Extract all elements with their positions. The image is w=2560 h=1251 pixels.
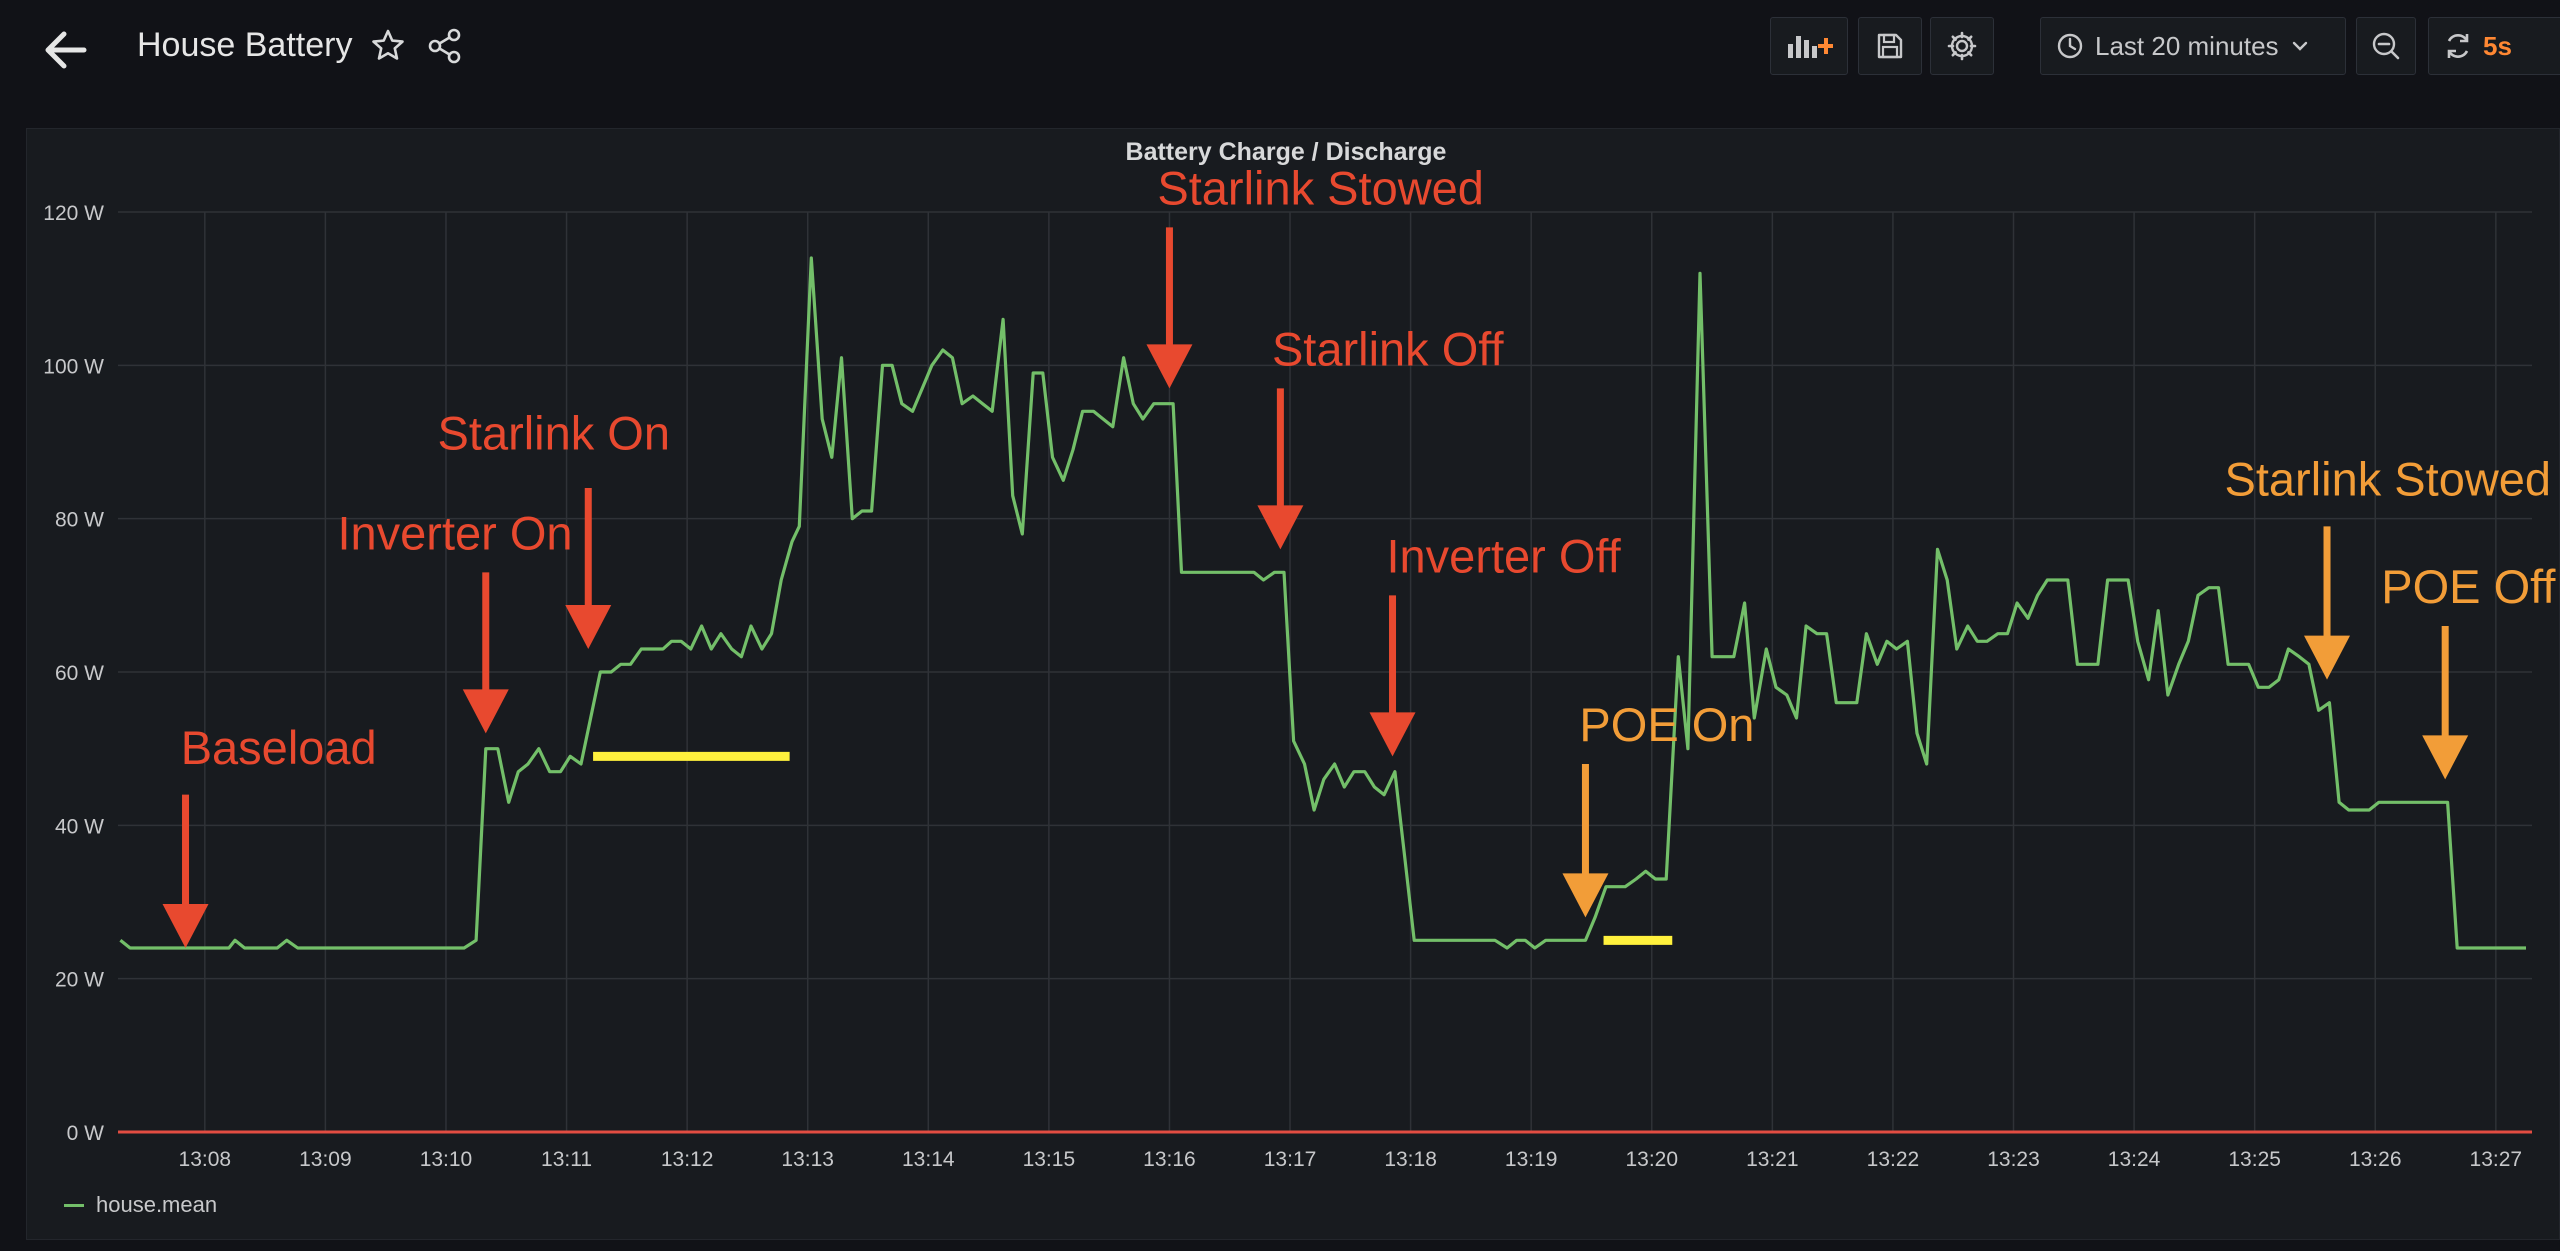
- add-panel-icon: [1788, 36, 1833, 58]
- y-tick-label: 40 W: [55, 815, 104, 838]
- annotation-arrow-head: [1257, 505, 1304, 550]
- x-tick-label: 13:23: [1987, 1148, 2040, 1171]
- x-tick-label: 13:21: [1746, 1148, 1799, 1171]
- add-panel-button[interactable]: [1770, 17, 1848, 75]
- legend[interactable]: house.mean: [64, 1192, 217, 1218]
- annotation-label: Inverter On: [337, 506, 572, 559]
- x-tick-label: 13:27: [2470, 1148, 2523, 1171]
- x-tick-label: 13:19: [1505, 1148, 1558, 1171]
- chart-panel: [26, 128, 2560, 1240]
- annotation-arrow-head: [162, 904, 209, 948]
- annotation-arrow-head: [2304, 635, 2351, 680]
- annotation-label: Inverter Off: [1386, 529, 1621, 582]
- share-icon: [428, 28, 461, 64]
- annotation-arrow-head: [1562, 873, 1609, 918]
- x-tick-label: 13:11: [541, 1148, 592, 1171]
- y-tick-label: 100 W: [43, 355, 104, 378]
- annotation-arrow-head: [462, 689, 509, 734]
- x-tick-label: 13:14: [902, 1148, 955, 1171]
- y-tick-label: 120 W: [43, 202, 104, 225]
- dashboard-toolbar: House Battery: [0, 0, 2560, 110]
- annotation-arrow-head: [2422, 735, 2469, 780]
- star-button[interactable]: [368, 26, 408, 66]
- annotation-label: POE On: [1579, 698, 1754, 751]
- clock-icon: [2057, 33, 2083, 59]
- save-dashboard-button[interactable]: [1858, 17, 1922, 75]
- x-tick-label: 13:17: [1264, 1148, 1317, 1171]
- time-range-label: Last 20 minutes: [2095, 30, 2279, 61]
- legend-swatch: [64, 1203, 84, 1207]
- annotation-label: Baseload: [181, 721, 377, 774]
- zoom-out-button[interactable]: [2356, 17, 2416, 75]
- x-tick-label: 13:25: [2228, 1148, 2281, 1171]
- y-tick-label: 20 W: [55, 969, 104, 992]
- annotation-label: Starlink Stowed: [2225, 453, 2552, 506]
- annotation-label: Starlink Stowed: [1157, 161, 1484, 214]
- y-tick-label: 0 W: [67, 1122, 105, 1145]
- x-tick-label: 13:15: [1023, 1148, 1076, 1171]
- x-tick-label: 13:12: [661, 1148, 714, 1171]
- series-line-house-mean: [119, 256, 2526, 950]
- annotation-arrow-head: [1146, 344, 1193, 389]
- annotation-arrow-head: [565, 605, 612, 649]
- save-icon: [1877, 33, 1903, 59]
- dashboard-settings-button[interactable]: [1930, 17, 1994, 75]
- chevron-down-icon: [2292, 41, 2307, 51]
- share-button[interactable]: [425, 26, 465, 66]
- x-tick-label: 13:26: [2349, 1148, 2402, 1171]
- x-tick-label: 13:24: [2108, 1148, 2161, 1171]
- annotation-label: POE Off: [2381, 560, 2556, 613]
- refresh-interval-label: 5s: [2483, 30, 2512, 61]
- refresh-icon: [2447, 34, 2469, 58]
- annotation-arrow-head: [1369, 712, 1416, 757]
- annotation-label: Starlink On: [438, 407, 670, 460]
- x-tick-label: 13:16: [1143, 1148, 1196, 1171]
- zoom-out-icon: [2372, 32, 2400, 60]
- gear-icon: [1947, 31, 1977, 61]
- x-tick-label: 13:10: [420, 1148, 473, 1171]
- x-tick-label: 13:13: [781, 1148, 834, 1171]
- star-icon: [372, 29, 404, 60]
- panel-title[interactable]: Battery Charge / Discharge: [1125, 138, 1447, 166]
- x-tick-label: 13:09: [299, 1148, 352, 1171]
- refresh-picker[interactable]: 5s: [2428, 17, 2560, 75]
- x-tick-label: 13:18: [1384, 1148, 1437, 1171]
- y-tick-label: 80 W: [55, 509, 104, 532]
- legend-series-label: house.mean: [96, 1192, 218, 1217]
- back-arrow-icon: [45, 31, 87, 69]
- time-range-picker[interactable]: Last 20 minutes: [2040, 17, 2346, 75]
- x-tick-label: 13:20: [1625, 1148, 1678, 1171]
- back-button[interactable]: [38, 22, 94, 78]
- x-tick-label: 13:08: [179, 1148, 232, 1171]
- y-tick-label: 60 W: [55, 662, 104, 685]
- dashboard-title[interactable]: House Battery: [137, 26, 353, 64]
- annotation-label: Starlink Off: [1272, 322, 1505, 375]
- x-tick-label: 13:22: [1867, 1148, 1920, 1171]
